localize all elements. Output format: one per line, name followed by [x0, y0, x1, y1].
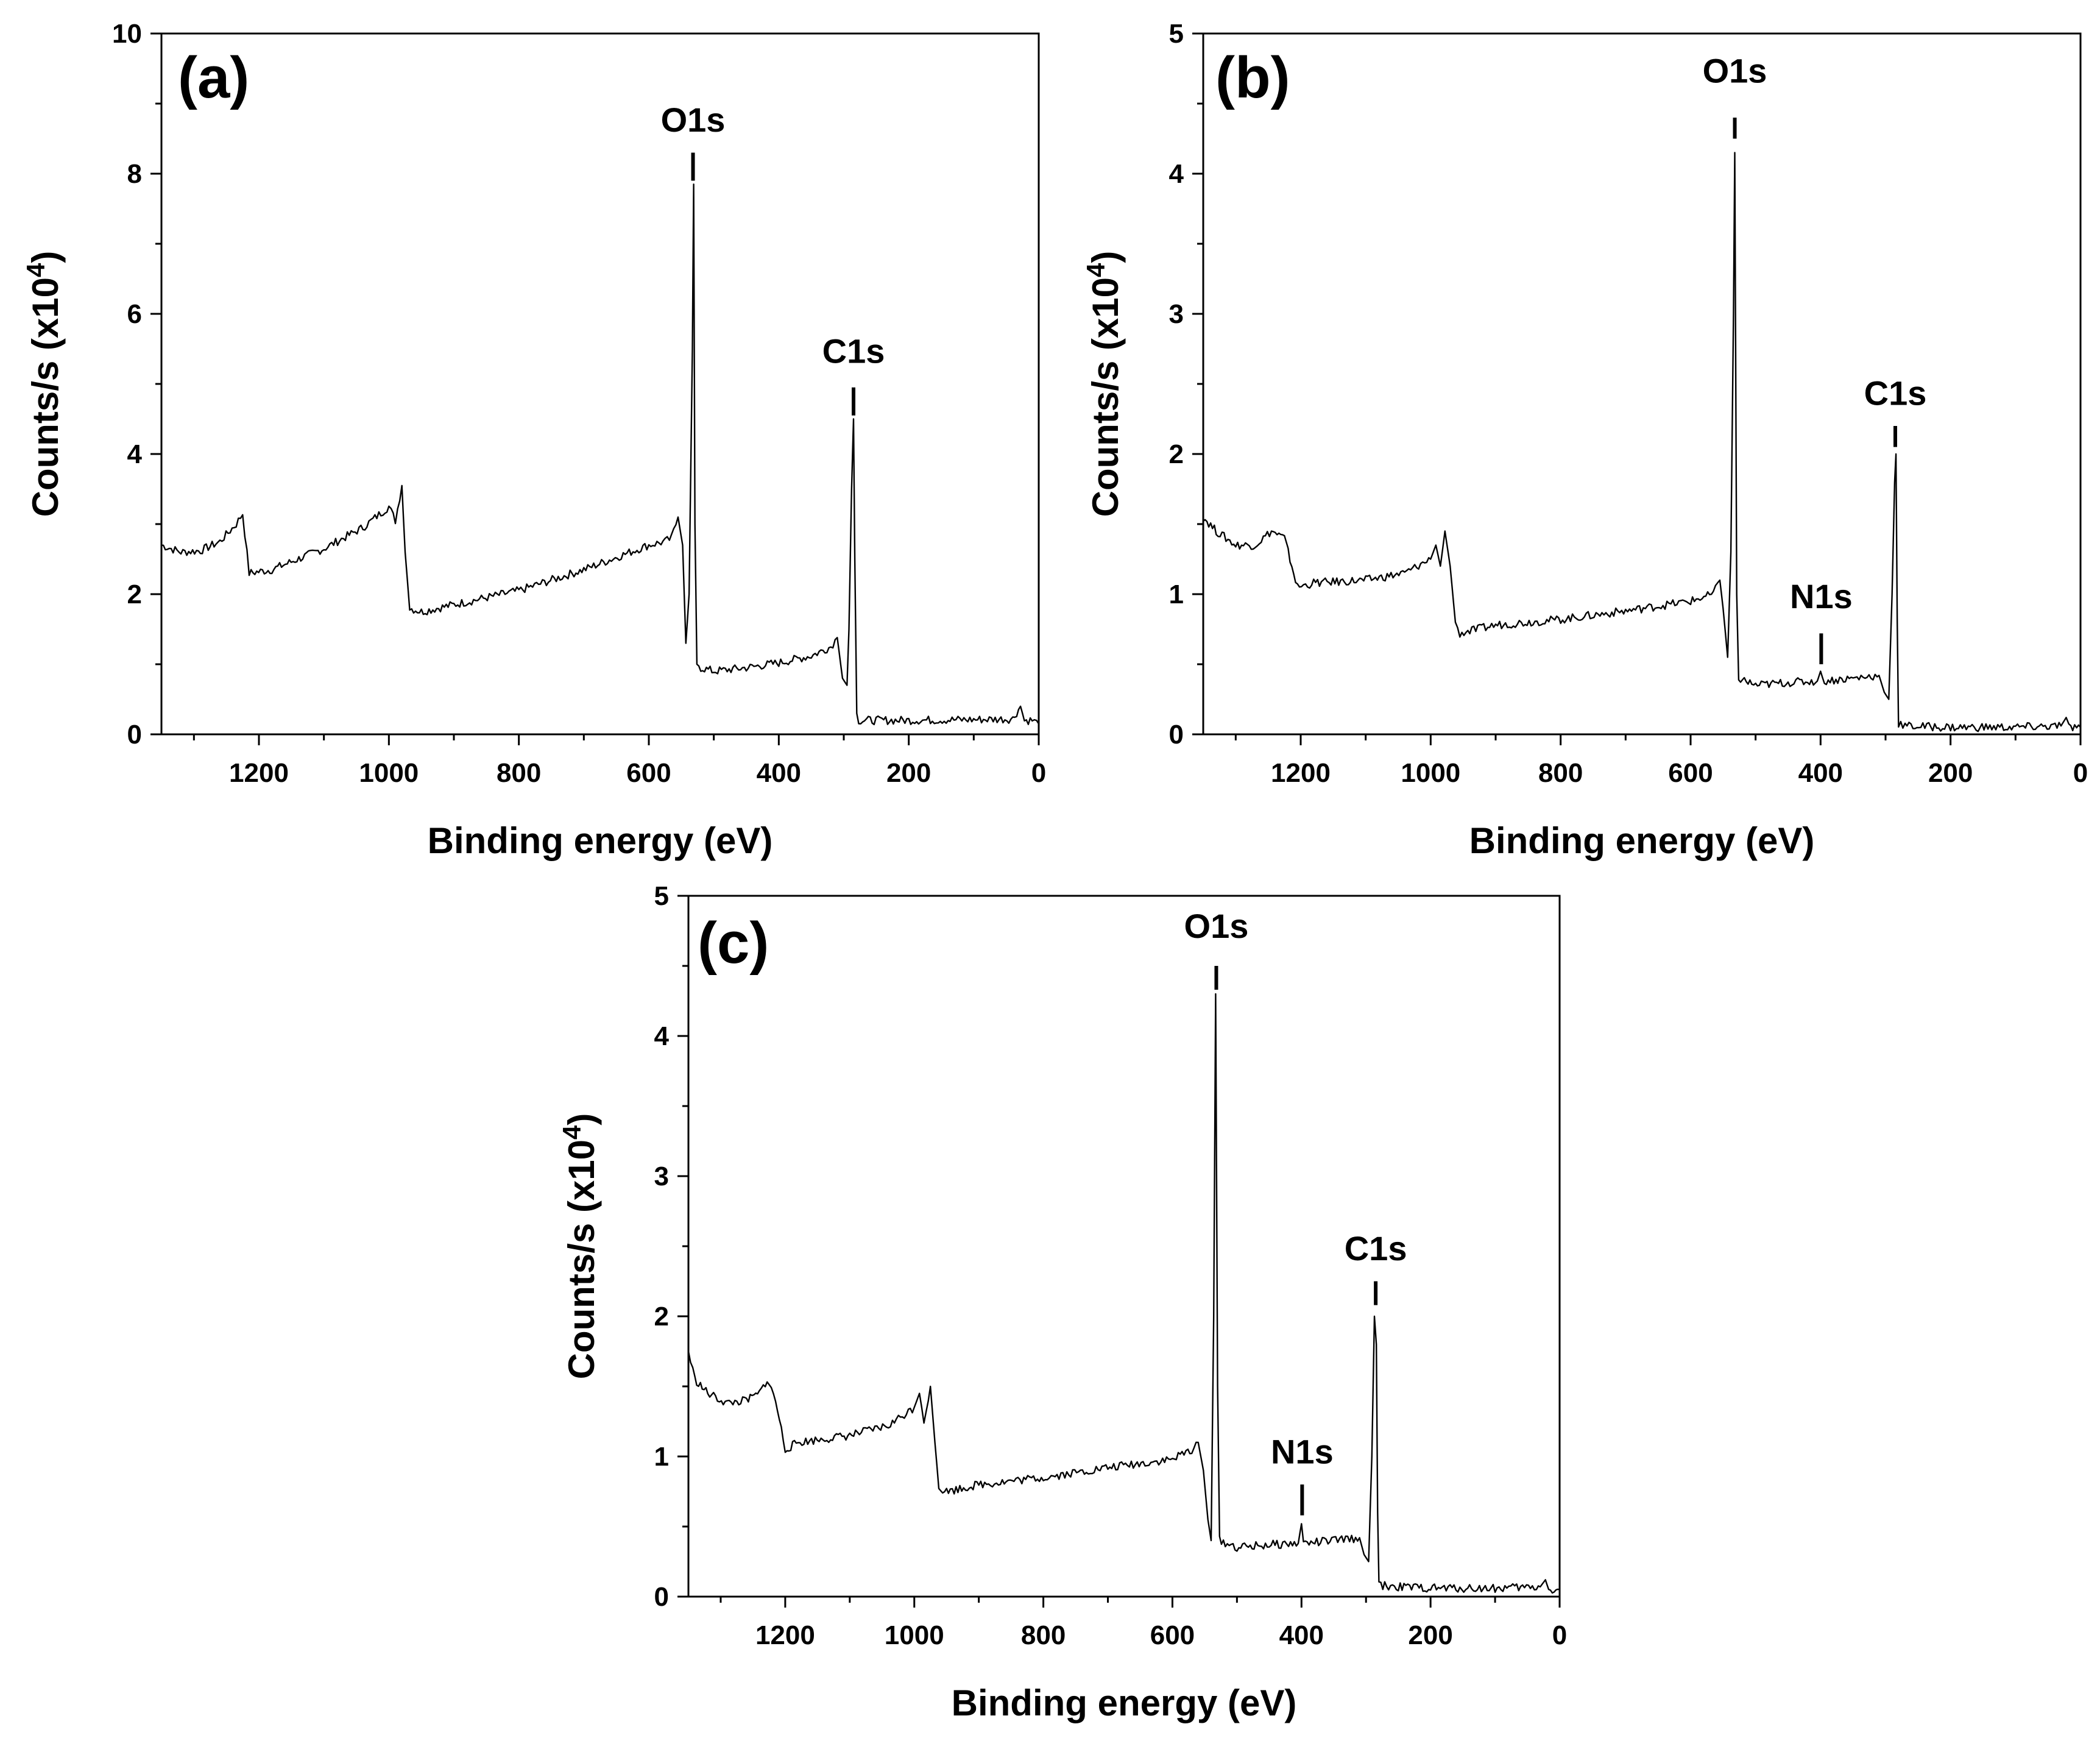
peak-label-c1s: C1s: [822, 332, 885, 371]
ticks: 1200 1000 800 600 400 200 0 0 1 2 3 4 5: [654, 881, 1568, 1650]
y-axis-label-close: ): [25, 251, 66, 263]
spectrum-line: [1203, 152, 2081, 732]
y-tick-label: 6: [127, 299, 142, 329]
x-tick-label: 0: [1552, 1620, 1567, 1650]
ticks: 1200 1000 800 600 400 200 0 0 1 2 3 4 5: [1169, 19, 2088, 788]
y-axis-label-superscript: 4: [1081, 263, 1110, 277]
series: [1203, 152, 2081, 732]
y-axis-label: Counts/s (x104): [557, 1113, 602, 1380]
peak-label-n1s: N1s: [1790, 577, 1853, 615]
y-tick-label: 3: [654, 1162, 669, 1191]
x-tick-label: 1000: [359, 758, 419, 788]
panel-label: (c): [698, 910, 769, 976]
x-tick-label: 800: [1538, 758, 1583, 788]
x-axis-label: Binding energy (eV): [952, 1683, 1297, 1723]
y-tick-label: 10: [112, 19, 142, 49]
spectrum-line: [161, 183, 1040, 726]
y-axis-label-superscript: 4: [21, 263, 50, 277]
y-tick-label: 1: [654, 1442, 669, 1472]
y-axis-label: Counts/s (x104): [1081, 251, 1126, 517]
x-tick-label: 400: [1279, 1620, 1324, 1650]
x-tick-label: 1000: [1401, 758, 1460, 788]
y-axis-label-main: Counts/s (x10: [561, 1140, 602, 1379]
y-tick-label: 4: [654, 1021, 670, 1051]
plot-frame: [160, 32, 1040, 736]
y-axis-label: Counts/s (x104): [21, 251, 66, 517]
y-axis-label-main: Counts/s (x10: [25, 277, 66, 517]
x-tick-label: 1200: [229, 758, 289, 788]
peak-annotations: O1s N1s C1s: [1184, 907, 1407, 1516]
panel-label: (b): [1215, 45, 1290, 110]
y-axis-label-close: ): [1085, 251, 1126, 263]
x-tick-label: 0: [2073, 758, 2088, 788]
x-tick-label: 0: [1031, 758, 1046, 788]
peak-label-o1s: O1s: [1703, 52, 1767, 90]
plot-frame: [687, 895, 1561, 1598]
x-tick-label: 200: [1408, 1620, 1452, 1650]
x-tick-label: 1000: [885, 1620, 944, 1650]
x-tick-label: 600: [1668, 758, 1713, 788]
y-axis-label-main: Counts/s (x10: [1085, 277, 1126, 517]
y-tick-label: 0: [127, 720, 142, 750]
y-tick-label: 1: [1169, 580, 1184, 609]
ticks: 1200 1000 800 600 400 200 0 0 2 4 6 8 10: [112, 19, 1046, 788]
plot-frame: [1202, 32, 2082, 736]
x-axis-label: Binding energy (eV): [428, 820, 773, 861]
y-axis-label-close: ): [561, 1113, 602, 1126]
y-tick-label: 0: [654, 1582, 669, 1612]
peak-label-c1s: C1s: [1864, 374, 1927, 413]
x-axis-label: Binding energy (eV): [1469, 820, 1815, 861]
panel-b: (b) Binding energy (eV) Counts/s (x104) …: [1081, 19, 2088, 861]
peak-label-o1s: O1s: [1184, 907, 1249, 945]
series: [687, 993, 1560, 1594]
y-tick-label: 3: [1169, 299, 1184, 329]
y-axis-label-superscript: 4: [557, 1125, 586, 1140]
y-tick-label: 4: [127, 439, 143, 469]
y-tick-label: 5: [654, 881, 669, 911]
x-tick-label: 400: [757, 758, 801, 788]
x-tick-label: 400: [1798, 758, 1843, 788]
x-tick-label: 600: [1150, 1620, 1195, 1650]
y-tick-label: 8: [127, 159, 142, 189]
x-tick-label: 800: [497, 758, 541, 788]
y-tick-label: 5: [1169, 19, 1184, 49]
spectrum-line: [687, 993, 1560, 1594]
peak-annotations: O1s C1s: [661, 101, 885, 416]
y-tick-label: 2: [127, 580, 142, 609]
series: [161, 183, 1040, 726]
y-tick-label: 2: [654, 1302, 669, 1332]
panel-a: (a) Binding energy (eV) Counts/s (x104) …: [21, 19, 1046, 861]
x-tick-label: 200: [886, 758, 931, 788]
peak-label-o1s: O1s: [661, 101, 726, 139]
peak-label-n1s: N1s: [1271, 1433, 1334, 1471]
x-tick-label: 1200: [755, 1620, 815, 1650]
panel-c: (c) Binding energy (eV) Counts/s (x104) …: [557, 881, 1567, 1723]
peak-annotations: O1s N1s C1s: [1703, 52, 1927, 664]
y-tick-label: 4: [1169, 159, 1184, 189]
x-tick-label: 1200: [1271, 758, 1331, 788]
x-tick-label: 600: [626, 758, 671, 788]
peak-label-c1s: C1s: [1345, 1229, 1407, 1268]
x-tick-label: 800: [1021, 1620, 1066, 1650]
y-tick-label: 2: [1169, 439, 1184, 469]
panel-label: (a): [178, 45, 249, 110]
y-tick-label: 0: [1169, 720, 1184, 750]
x-tick-label: 200: [1928, 758, 1973, 788]
